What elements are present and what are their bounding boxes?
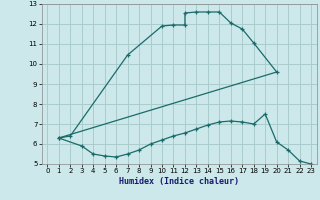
- X-axis label: Humidex (Indice chaleur): Humidex (Indice chaleur): [119, 177, 239, 186]
